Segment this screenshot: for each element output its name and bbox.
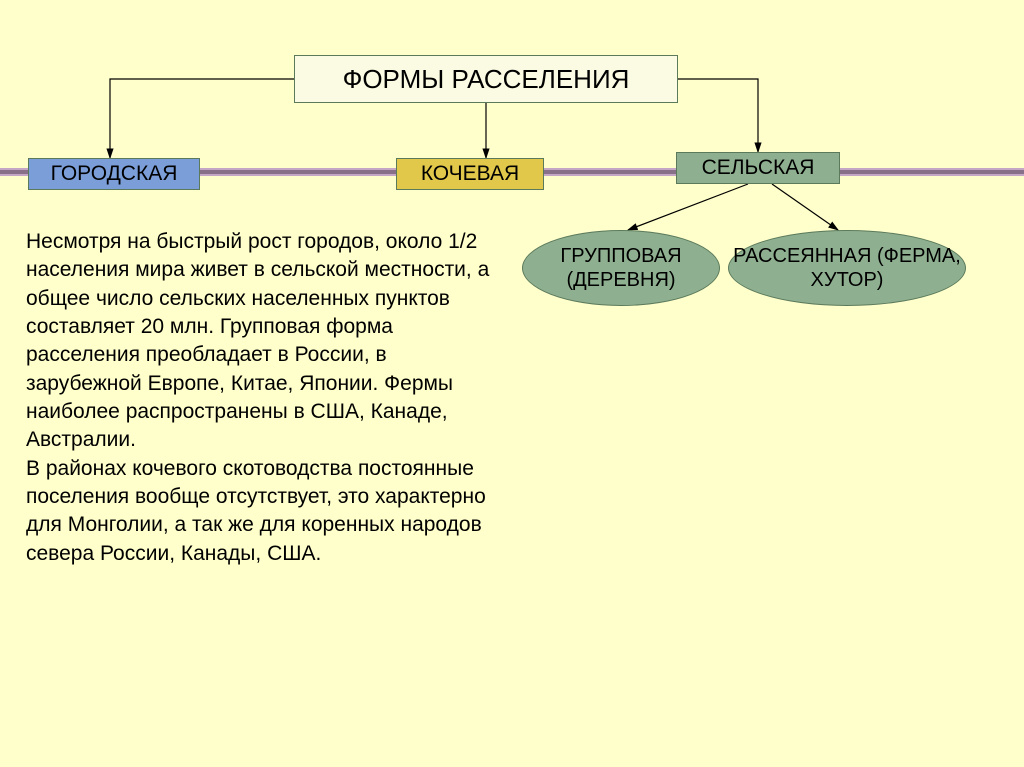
category-rural: СЕЛЬСКАЯ	[676, 152, 840, 184]
body-paragraph: Несмотря на быстрый рост городов, около …	[26, 228, 504, 568]
category-nomadic: КОЧЕВАЯ	[396, 158, 544, 190]
rural-sub-group: ГРУППОВАЯ (ДЕРЕВНЯ)	[522, 230, 720, 306]
rural-sub-scattered: РАССЕЯННАЯ (ФЕРМА, ХУТОР)	[728, 230, 966, 306]
category-urban: ГОРОДСКАЯ	[28, 158, 200, 190]
title-box: ФОРМЫ РАССЕЛЕНИЯ	[294, 55, 678, 103]
